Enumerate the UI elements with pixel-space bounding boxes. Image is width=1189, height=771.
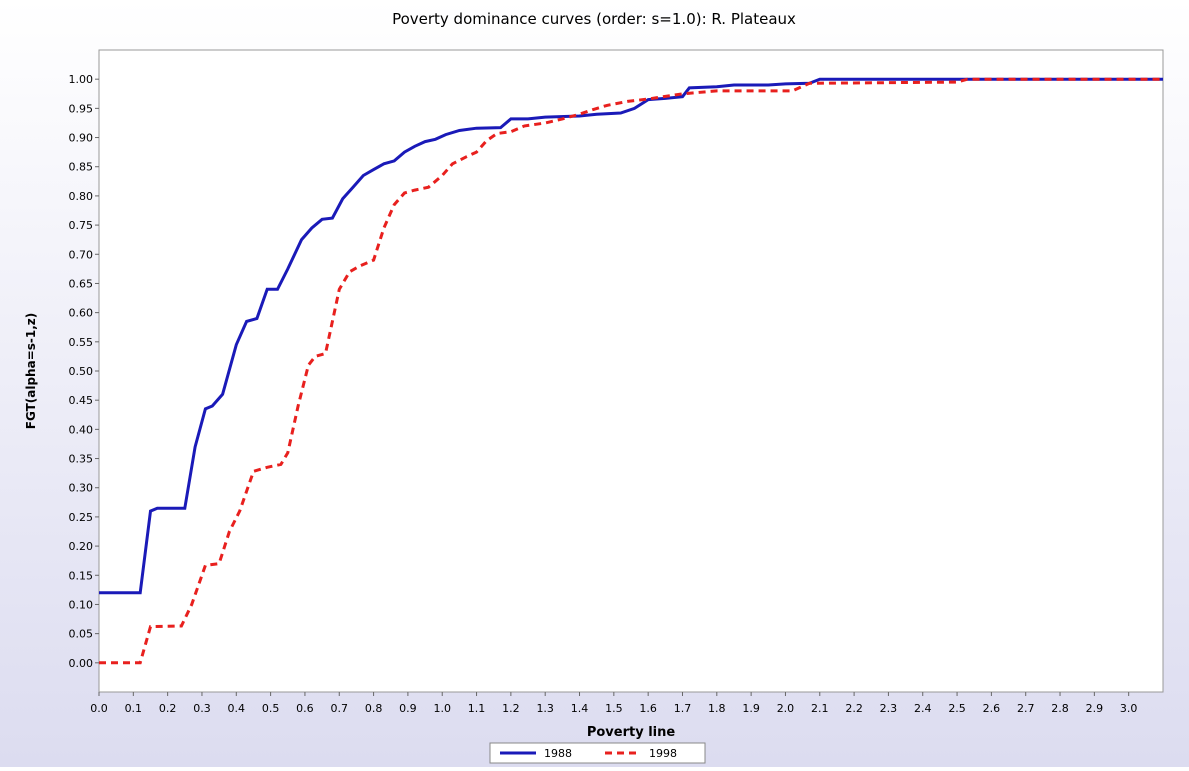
legend: [489, 742, 706, 764]
x-tick-label: 0.3: [193, 702, 211, 715]
x-tick-label: 1.3: [536, 702, 554, 715]
y-tick-label: 0.40: [69, 423, 94, 436]
y-tick-label: 0.05: [69, 628, 94, 641]
x-tick-label: 3.0: [1120, 702, 1138, 715]
y-tick-label: 0.45: [69, 394, 94, 407]
legend-label: 1988: [544, 747, 572, 760]
y-tick-label: 0.20: [69, 540, 94, 553]
line-series: [99, 77, 1163, 595]
x-tick-label: 0.0: [90, 702, 108, 715]
plot-area: [98, 49, 1164, 693]
y-tick-label: 0.50: [69, 365, 94, 378]
chart-title: Poverty dominance curves (order: s=1.0):…: [392, 10, 796, 28]
x-axis-label: Poverty line: [587, 725, 676, 740]
legend-label: 1998: [649, 747, 677, 760]
x-tick-label: 0.5: [262, 702, 280, 715]
y-tick-label: 1.00: [69, 73, 94, 86]
y-tick-label: 0.90: [69, 132, 94, 145]
x-tick-label: 1.6: [639, 702, 657, 715]
x-tick-label: 2.1: [811, 702, 829, 715]
x-tick-label: 0.6: [296, 702, 314, 715]
x-tick-label: 1.5: [605, 702, 623, 715]
y-tick-label: 0.75: [69, 219, 94, 232]
x-tick-label: 2.3: [880, 702, 898, 715]
x-tick-label: 2.0: [777, 702, 795, 715]
y-tick-label: 0.65: [69, 277, 94, 290]
x-tick-label: 2.7: [1017, 702, 1035, 715]
x-tick-label: 0.4: [228, 702, 246, 715]
x-tick-label: 0.8: [365, 702, 383, 715]
x-tick-label: 2.5: [948, 702, 966, 715]
y-tick-label: 0.80: [69, 190, 94, 203]
x-tick-label: 1.9: [742, 702, 760, 715]
x-tick-label: 1.2: [502, 702, 520, 715]
y-axis-label: FGT(alpha=s-1,z): [24, 313, 38, 430]
x-tick-label: 2.2: [845, 702, 863, 715]
y-tick-label: 0.85: [69, 161, 94, 174]
x-tick-label: 0.9: [399, 702, 417, 715]
y-tick-label: 0.10: [69, 598, 94, 611]
x-tick-label: 0.7: [331, 702, 349, 715]
y-tick-label: 0.25: [69, 511, 94, 524]
x-tick-label: 1.4: [571, 702, 589, 715]
x-tick-label: 2.9: [1086, 702, 1104, 715]
x-tick-label: 2.8: [1051, 702, 1069, 715]
x-tick-label: 0.2: [159, 702, 177, 715]
x-tick-label: 1.7: [674, 702, 692, 715]
x-tick-label: 1.0: [433, 702, 451, 715]
y-tick-label: 0.55: [69, 336, 94, 349]
line-series: [99, 77, 1163, 665]
y-tick-label: 0.15: [69, 569, 94, 582]
y-tick-label: 0.30: [69, 482, 94, 495]
x-tick-label: 2.4: [914, 702, 932, 715]
x-tick-label: 0.1: [125, 702, 143, 715]
x-tick-label: 1.1: [468, 702, 486, 715]
y-tick-label: 0.60: [69, 307, 94, 320]
y-tick-label: 0.35: [69, 453, 94, 466]
y-tick-label: 0.95: [69, 102, 94, 115]
x-tick-label: 1.8: [708, 702, 726, 715]
y-tick-label: 0.70: [69, 248, 94, 261]
x-tick-label: 2.6: [983, 702, 1001, 715]
y-tick-label: 0.00: [69, 657, 94, 670]
